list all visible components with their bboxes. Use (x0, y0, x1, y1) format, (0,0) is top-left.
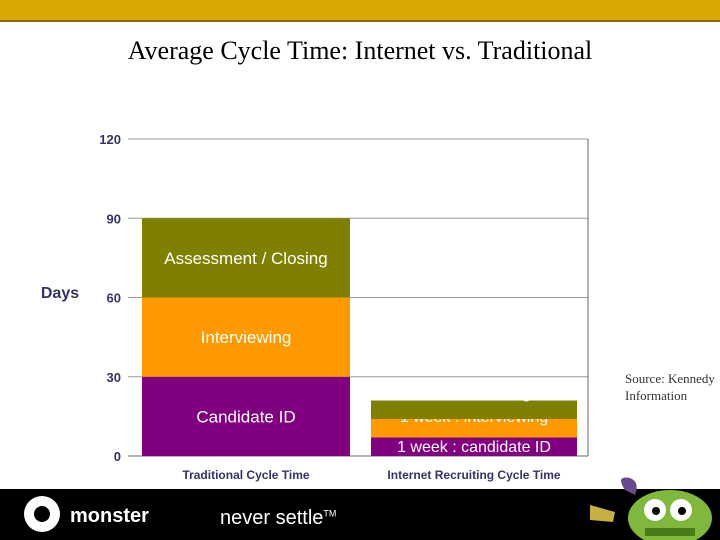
bar-segment (371, 400, 577, 420)
y-tick-label: 60 (107, 291, 121, 306)
bar-segment-label: Interviewing (201, 328, 292, 347)
y-tick-label: 90 (107, 211, 121, 226)
slide-title: Average Cycle Time: Internet vs. Traditi… (127, 36, 593, 65)
bar-segment (371, 419, 577, 438)
monster-logo-icon (24, 496, 60, 532)
tagline-text: never settle (220, 507, 324, 529)
bar-segment (142, 218, 350, 298)
bar-segment (142, 376, 350, 456)
tagline: never settleTM (220, 507, 336, 530)
trademark-mark: TM (323, 508, 337, 519)
y-tick-label: 30 (107, 370, 121, 385)
y-axis-label: Days (41, 285, 79, 302)
top-bar (0, 0, 720, 20)
y-tick-label: 120 (99, 132, 121, 147)
bar-segment (142, 297, 350, 377)
bar-segment (371, 437, 577, 456)
bar-segment-label: Assessment / Closing (164, 249, 327, 268)
stacked-bar-chart: 0 30 60 90 120 Days Candidate ID Interviewing As… (41, 132, 589, 482)
x-category-label: Internet Recruiting Cycle Time (387, 468, 560, 482)
y-tick-label: 0 (114, 449, 121, 464)
mascot-icon (590, 477, 712, 540)
x-category-label: Traditional Cycle Time (182, 468, 309, 482)
bar-segment-label: 1 week : candidate ID (397, 439, 551, 456)
source-note: Source: Kennedy Information (625, 371, 715, 403)
logo-wordmark: monster (70, 505, 149, 527)
bar-segment-label: 1 week : closing (417, 385, 531, 402)
bar-segment-label: Candidate ID (196, 407, 295, 426)
top-bar-rule (0, 20, 720, 22)
